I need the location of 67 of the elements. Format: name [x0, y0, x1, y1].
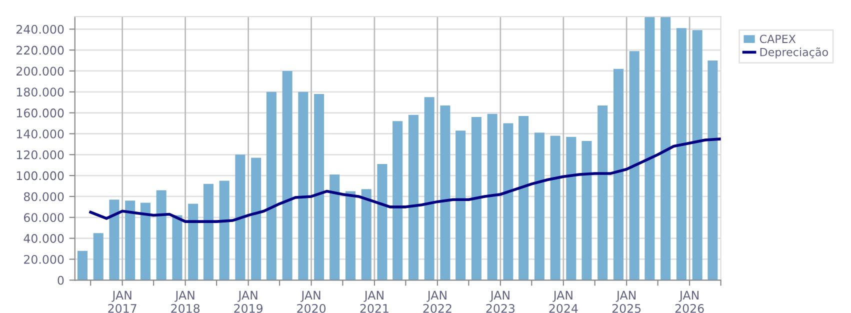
x-tick-label: JAN 2021 — [360, 290, 388, 313]
bar — [330, 174, 340, 280]
y-tick-label: 120.000 — [16, 150, 64, 160]
bar — [77, 250, 88, 280]
bar — [314, 94, 324, 280]
bar — [235, 154, 246, 280]
y-tick-label: 0 — [58, 276, 64, 285]
y-tick-label: 180.000 — [16, 88, 64, 97]
x-tick-label: JAN 2018 — [171, 290, 200, 313]
bar — [503, 123, 514, 280]
y-tick-label: 60.000 — [24, 213, 64, 222]
bar — [188, 204, 198, 280]
y-tick-label: 100.000 — [16, 171, 64, 180]
bar — [251, 158, 262, 280]
bar — [156, 190, 166, 280]
bar — [361, 189, 372, 280]
legend-label: Depreciação — [760, 47, 828, 58]
y-tick-label: 80.000 — [24, 192, 64, 202]
bar — [377, 164, 388, 280]
bar — [282, 70, 292, 280]
y-tick-label: 40.000 — [24, 234, 64, 243]
bar — [172, 215, 182, 280]
bar — [534, 132, 544, 280]
y-tick-label: 220.000 — [16, 46, 64, 55]
x-tick-label: JAN 2024 — [549, 290, 578, 313]
bar — [676, 28, 686, 280]
bar — [125, 200, 136, 280]
bar — [692, 30, 702, 280]
bar — [582, 141, 592, 280]
x-tick-label: JAN 2022 — [423, 290, 452, 313]
y-tick-label: 160.000 — [16, 108, 64, 118]
x-tick-label: JAN 2023 — [486, 290, 515, 313]
bar — [598, 105, 608, 280]
y-tick-label: 140.000 — [16, 129, 64, 138]
bar — [487, 114, 498, 280]
bar — [345, 191, 356, 280]
line-series — [89, 138, 721, 223]
legend-label: CAPEX — [760, 34, 796, 44]
bar — [203, 184, 214, 280]
bar — [644, 16, 655, 280]
y-tick-label: 200.000 — [16, 66, 64, 76]
bar — [629, 51, 640, 280]
bar — [408, 114, 418, 280]
bar — [266, 92, 276, 280]
x-tick-label: JAN 2025 — [612, 290, 641, 313]
bar — [93, 233, 104, 280]
bar — [109, 200, 120, 280]
bar — [708, 60, 718, 280]
y-tick-label: 20.000 — [24, 254, 64, 264]
bar — [566, 136, 576, 280]
bar — [298, 92, 308, 280]
x-tick-label: JAN 2020 — [297, 290, 326, 313]
x-tick-label: JAN 2026 — [675, 290, 704, 313]
bar — [140, 202, 150, 280]
bar — [219, 180, 230, 280]
x-tick-label: JAN 2017 — [108, 290, 136, 313]
bar — [518, 116, 529, 280]
bar — [392, 121, 403, 280]
bar — [660, 16, 671, 280]
x-tick-label: JAN 2019 — [234, 290, 263, 313]
bar — [440, 105, 450, 280]
y-tick-label: 240.000 — [16, 24, 64, 34]
bar — [471, 116, 482, 280]
bar — [424, 97, 434, 280]
bar — [613, 68, 624, 280]
bar — [456, 130, 466, 280]
bar — [550, 136, 560, 280]
